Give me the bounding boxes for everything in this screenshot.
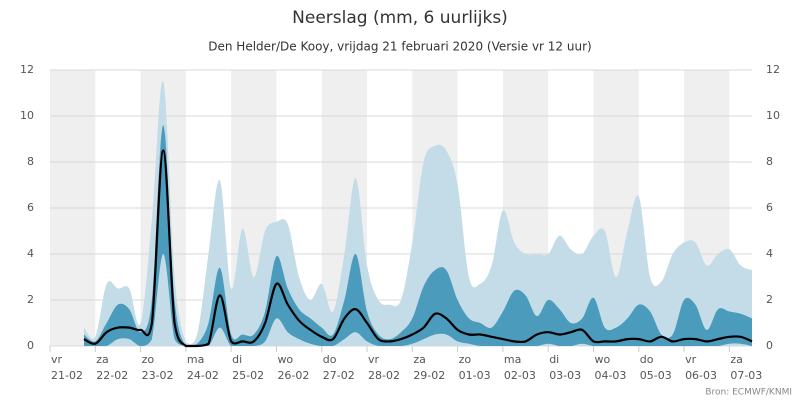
x-tick-label: 07-03 xyxy=(730,369,762,382)
y-tick-label: 4 xyxy=(27,247,34,260)
y-tick-label: 0 xyxy=(27,339,34,352)
x-tick-label: 03-03 xyxy=(549,369,581,382)
y2-tick-label: 2 xyxy=(766,293,773,306)
x-tick-label: 21-02 xyxy=(51,369,83,382)
y-tick-label: 12 xyxy=(20,63,34,76)
x-tick-label: 22-02 xyxy=(96,369,128,382)
band xyxy=(83,80,752,346)
x-tick-day: za xyxy=(413,353,426,366)
x-tick-label: 28-02 xyxy=(368,369,400,382)
chart-subtitle: Den Helder/De Kooy, vrijdag 21 februari … xyxy=(208,40,591,54)
median-line xyxy=(83,149,753,348)
y2-tick-label: 10 xyxy=(766,109,780,122)
x-tick-label: 01-03 xyxy=(459,369,491,382)
x-tick-label: 26-02 xyxy=(277,369,309,382)
x-tick-day: za xyxy=(96,353,109,366)
x-tick-day: di xyxy=(549,353,559,366)
y2-tick-label: 6 xyxy=(766,201,773,214)
y2-tick-label: 8 xyxy=(766,155,773,168)
x-tick-day: vr xyxy=(51,353,63,366)
x-tick-day: za xyxy=(730,353,743,366)
x-tick-label: 27-02 xyxy=(323,369,355,382)
x-tick-label: 06-03 xyxy=(685,369,717,382)
x-tick-day: zo xyxy=(142,353,155,366)
x-tick-day: ma xyxy=(187,353,204,366)
credit: Bron: ECMWF/KNMI xyxy=(705,388,792,398)
y-tick-label: 8 xyxy=(27,155,34,168)
x-tick-day: wo xyxy=(277,353,293,366)
y2-tick-label: 0 xyxy=(766,339,773,352)
x-tick-label: 24-02 xyxy=(187,369,219,382)
x-tick-day: vr xyxy=(368,353,380,366)
x-tick-day: di xyxy=(232,353,242,366)
y2-tick-label: 12 xyxy=(766,63,780,76)
y-tick-label: 2 xyxy=(27,293,34,306)
x-tick-label: 04-03 xyxy=(594,369,626,382)
y-tick-label: 6 xyxy=(27,201,34,214)
x-tick-day: zo xyxy=(459,353,472,366)
x-tick-label: 23-02 xyxy=(142,369,174,382)
y-tick-label: 10 xyxy=(20,109,34,122)
x-tick-day: do xyxy=(323,353,337,366)
x-tick-label: 25-02 xyxy=(232,369,264,382)
x-tick-day: wo xyxy=(594,353,610,366)
x-tick-day: ma xyxy=(504,353,521,366)
x-tick-label: 29-02 xyxy=(413,369,445,382)
x-tick-label: 02-03 xyxy=(504,369,536,382)
x-tick-label: 05-03 xyxy=(640,369,672,382)
chart-title: Neerslag (mm, 6 uurlijks) xyxy=(292,8,508,28)
x-tick-day: vr xyxy=(685,353,697,366)
x-tick-day: do xyxy=(640,353,654,366)
y2-tick-label: 4 xyxy=(766,247,773,260)
